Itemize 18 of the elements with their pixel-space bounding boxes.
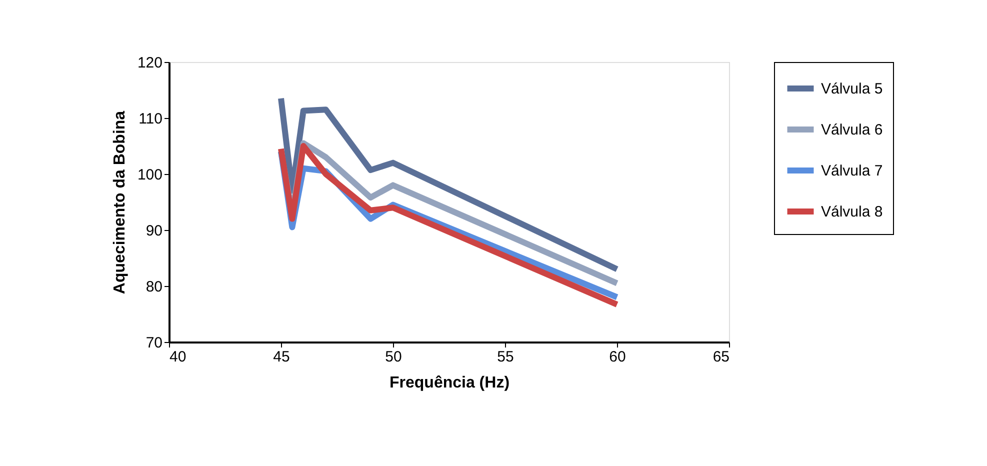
x-tick-label: 65 (712, 348, 730, 366)
legend-label: Válvula 8 (821, 204, 883, 220)
x-tick-label: 45 (273, 348, 290, 366)
y-axis-title: Aquecimento da Bobina (111, 110, 128, 294)
x-tick-label: 40 (170, 348, 186, 366)
y-tick-label: 90 (146, 222, 162, 240)
y-tick-label: 80 (146, 278, 162, 296)
x-tick-label: 50 (385, 348, 402, 366)
legend-label: Válvula 7 (821, 162, 883, 180)
y-tick-label: 120 (137, 54, 162, 72)
x-tick-label: 60 (609, 348, 626, 366)
y-tick-label: 110 (138, 110, 162, 128)
x-axis-title: Frequência (Hz) (389, 374, 510, 392)
x-tick-label: 55 (497, 348, 514, 366)
y-tick-label: 100 (137, 166, 162, 184)
y-tick-label: 70 (146, 334, 162, 352)
legend-label: Válvula 6 (821, 122, 883, 138)
legend-label: Válvula 5 (821, 80, 883, 98)
